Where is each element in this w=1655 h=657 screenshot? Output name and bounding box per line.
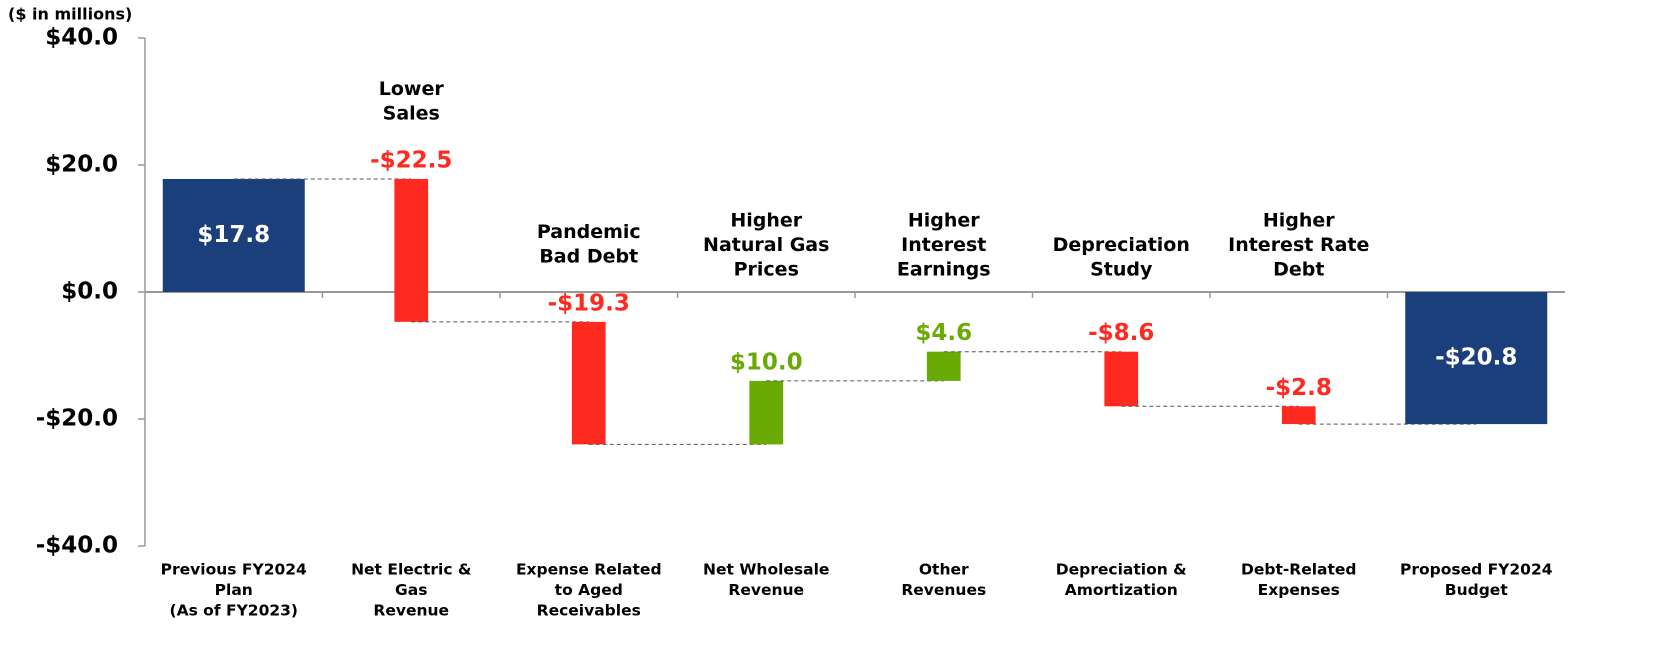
x-tick-label: Net Electric & bbox=[351, 561, 471, 579]
bar bbox=[162, 178, 305, 292]
bar bbox=[394, 178, 429, 322]
x-tick-label: Plan bbox=[215, 581, 253, 599]
x-tick-label: Expenses bbox=[1258, 581, 1340, 599]
annotation: Higher bbox=[908, 210, 980, 232]
x-tick-label: Depreciation & bbox=[1056, 561, 1187, 579]
y-tick-label: $40.0 bbox=[45, 25, 118, 51]
x-tick-label: Budget bbox=[1445, 581, 1509, 599]
x-tick-label: Revenue bbox=[373, 602, 449, 620]
x-tick-label: Debt-Related bbox=[1241, 561, 1357, 579]
value-label: -$2.8 bbox=[1266, 375, 1332, 401]
bar bbox=[1405, 292, 1548, 425]
annotation: Study bbox=[1090, 259, 1153, 281]
x-tick-label: Net Wholesale bbox=[703, 561, 829, 579]
x-tick-label: Revenue bbox=[728, 581, 804, 599]
annotation: Sales bbox=[383, 102, 440, 124]
x-tick-label: (As of FY2023) bbox=[169, 602, 298, 620]
x-tick-label: Other bbox=[919, 561, 969, 579]
value-label: -$22.5 bbox=[370, 147, 452, 173]
value-label: $4.6 bbox=[915, 320, 972, 346]
bar bbox=[571, 321, 606, 445]
annotation: Depreciation bbox=[1053, 234, 1190, 256]
annotation: Interest bbox=[901, 234, 986, 256]
annotation: Debt bbox=[1273, 259, 1324, 281]
value-label: -$20.8 bbox=[1435, 345, 1517, 371]
value-label: -$8.6 bbox=[1088, 320, 1154, 346]
annotation: Prices bbox=[734, 259, 799, 281]
x-tick-label: to Aged bbox=[555, 581, 623, 599]
annotation: Higher bbox=[730, 210, 802, 232]
y-tick-label: -$20.0 bbox=[36, 406, 118, 432]
bar bbox=[749, 380, 784, 445]
y-tick-label: $20.0 bbox=[45, 152, 118, 178]
annotation: Interest Rate bbox=[1228, 234, 1369, 256]
x-tick-label: Revenues bbox=[901, 581, 986, 599]
annotation: Lower bbox=[379, 78, 445, 100]
y-axis-unit: ($ in millions) bbox=[8, 5, 132, 24]
value-label: $17.8 bbox=[197, 222, 270, 248]
x-tick-label: Expense Related bbox=[516, 561, 662, 579]
x-tick-label: Gas bbox=[395, 581, 427, 599]
bar bbox=[926, 351, 961, 381]
x-tick-label: Proposed FY2024 bbox=[1400, 561, 1553, 579]
value-label: -$19.3 bbox=[548, 290, 630, 316]
bar bbox=[1104, 351, 1139, 407]
y-tick-label: -$40.0 bbox=[36, 533, 118, 559]
x-tick-label: Receivables bbox=[537, 602, 641, 620]
annotation: Higher bbox=[1263, 210, 1335, 232]
annotation: Natural Gas bbox=[703, 234, 829, 256]
value-label: $10.0 bbox=[730, 349, 803, 375]
x-tick-label: Amortization bbox=[1065, 581, 1178, 599]
y-tick-label: $0.0 bbox=[61, 279, 118, 305]
annotation: Pandemic bbox=[537, 221, 641, 243]
x-tick-label: Previous FY2024 bbox=[161, 561, 307, 579]
annotation: Bad Debt bbox=[539, 245, 638, 267]
annotation: Earnings bbox=[897, 259, 991, 281]
bar bbox=[1281, 406, 1316, 425]
